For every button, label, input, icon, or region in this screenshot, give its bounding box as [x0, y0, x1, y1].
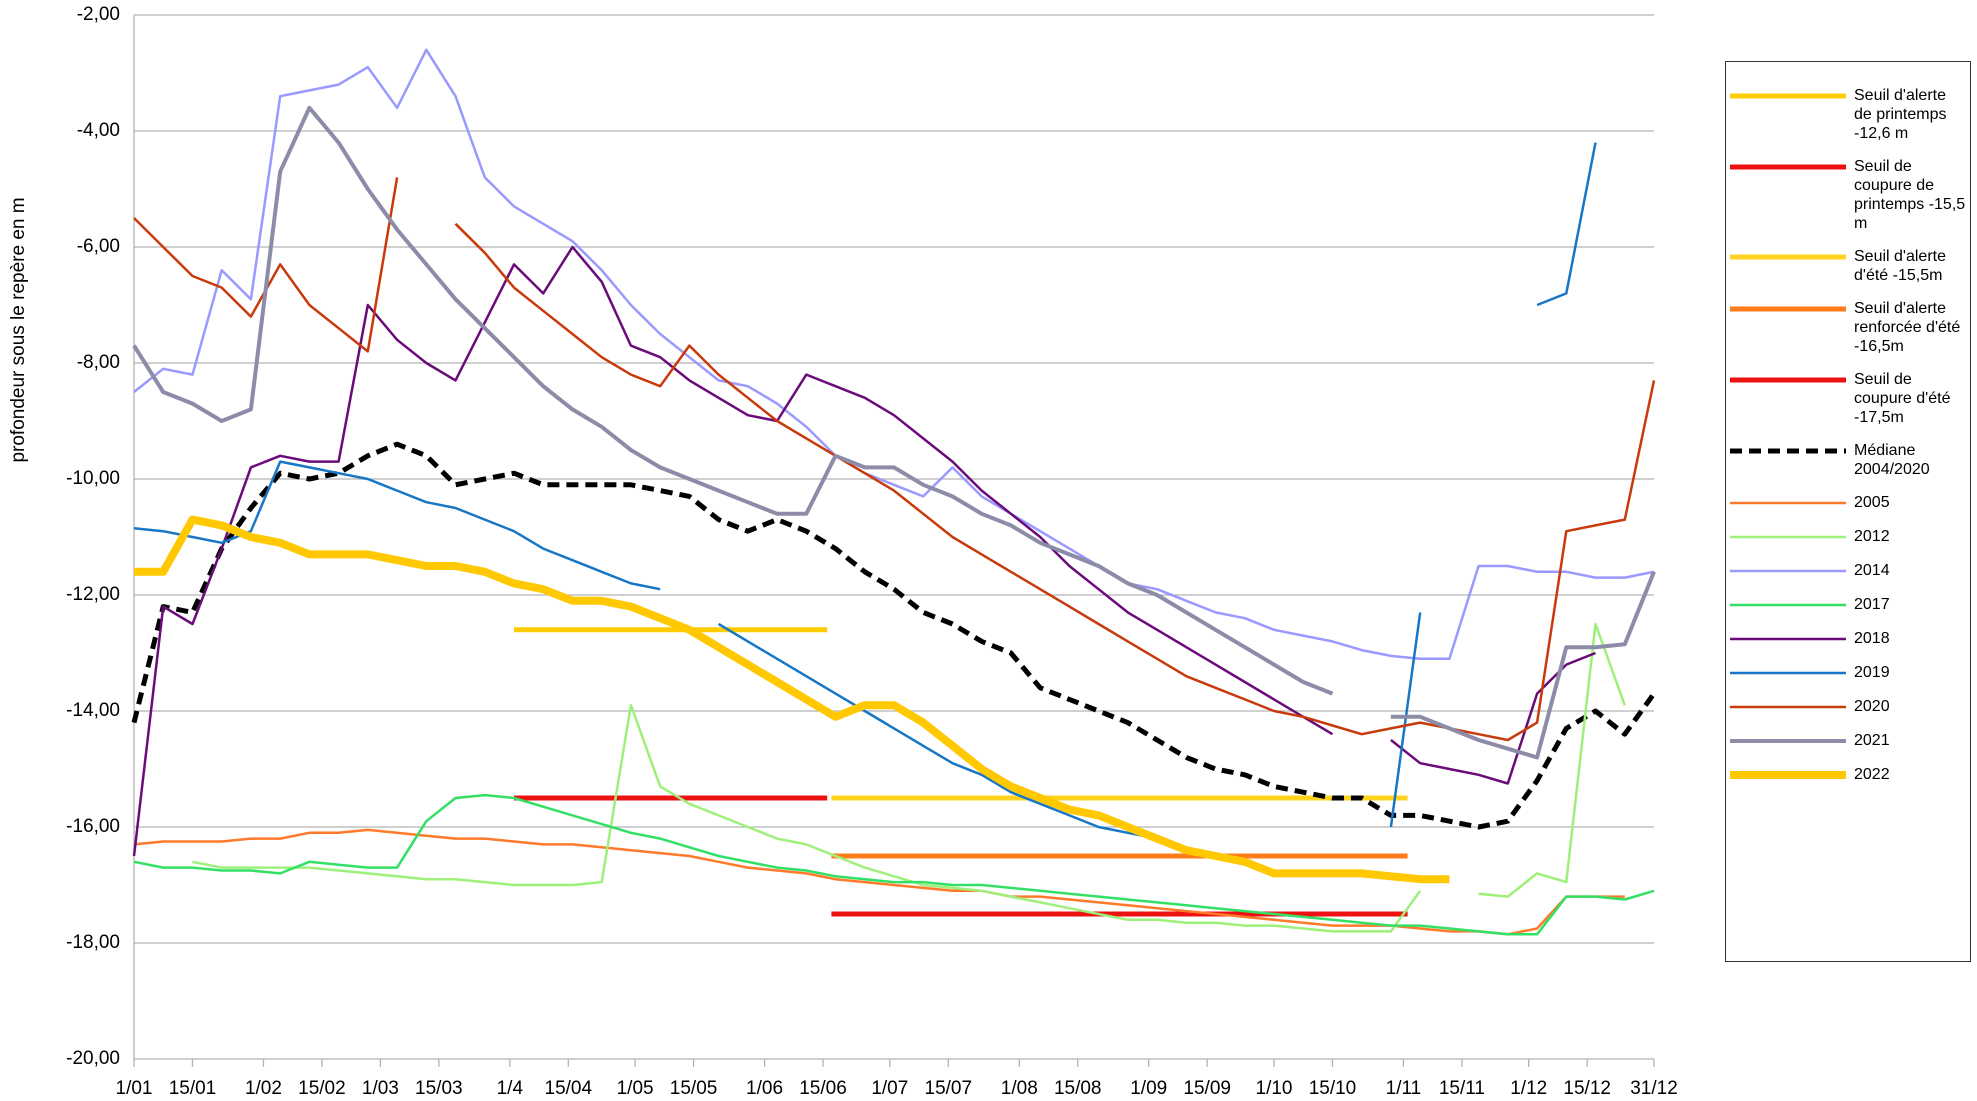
legend-label: Seuil d'alerte de printemps -12,6 m — [1854, 87, 1947, 142]
legend-label: 2022 — [1854, 766, 1890, 783]
y-tick-label: -6,00 — [77, 236, 120, 257]
legend-item: 2017 — [1726, 595, 1970, 615]
x-tick-label: 1/02 — [245, 1078, 282, 1099]
legend-item: 2005 — [1726, 493, 1970, 513]
legend-swatch — [1730, 448, 1846, 454]
series-line — [133, 793, 1655, 936]
legend-swatch — [1730, 637, 1846, 641]
legend-item: 2020 — [1726, 697, 1970, 717]
legend-swatch — [1730, 771, 1846, 779]
x-tick-label: 15/12 — [1563, 1078, 1611, 1099]
y-tick-label: -16,00 — [66, 816, 120, 837]
legend-label: Seuil de coupure d'été -17,5m — [1854, 371, 1951, 426]
legend-item: Seuil d'alerte renforcée d'été -16,5m — [1726, 299, 1970, 356]
legend-item: Seuil d'alerte d'été -15,5m — [1726, 247, 1970, 285]
y-tick-label: -18,00 — [66, 932, 120, 953]
series-line — [133, 828, 1625, 936]
y-tick-label: -8,00 — [77, 352, 120, 373]
legend-swatch — [1730, 603, 1846, 607]
x-tick-label: 1/4 — [497, 1078, 524, 1099]
y-tick-label: -10,00 — [66, 468, 120, 489]
legend-label: 2012 — [1854, 528, 1890, 545]
legend-swatch — [1730, 535, 1846, 539]
legend-item: 2014 — [1726, 561, 1970, 581]
legend-item: 2021 — [1726, 731, 1970, 751]
legend-swatch — [1730, 501, 1846, 505]
legend-label: Seuil de coupure de printemps -15,5 m — [1854, 158, 1966, 232]
x-tick-label: 15/11 — [1439, 1078, 1485, 1099]
legend-swatch — [1730, 671, 1846, 675]
x-tick-label: 15/04 — [545, 1078, 593, 1099]
legend-label: 2021 — [1854, 732, 1890, 749]
legend-swatch — [1730, 306, 1846, 312]
legend-swatch — [1730, 705, 1846, 709]
legend-swatch — [1730, 254, 1846, 260]
x-tick-label: 1/06 — [746, 1078, 783, 1099]
series-line — [192, 622, 1626, 933]
legend-label: Médiane 2004/2020 — [1854, 442, 1930, 478]
x-tick-label: 1/03 — [362, 1078, 399, 1099]
legend-label: 2020 — [1854, 698, 1890, 715]
legend-swatch — [1730, 164, 1846, 170]
x-tick-label: 1/05 — [617, 1078, 654, 1099]
y-tick-label: -4,00 — [77, 120, 120, 141]
x-tick-label: 15/02 — [298, 1078, 346, 1099]
y-tick-label: -2,00 — [77, 4, 120, 25]
x-tick-label: 1/08 — [1001, 1078, 1038, 1099]
legend-item: 2019 — [1726, 663, 1970, 683]
legend-label: 2005 — [1854, 494, 1890, 511]
x-tick-label: 15/03 — [415, 1078, 463, 1099]
legend-item: 2022 — [1726, 765, 1970, 785]
x-tick-label: 1/10 — [1256, 1078, 1293, 1099]
y-tick-label: -12,00 — [66, 584, 120, 605]
legend-item: 2012 — [1726, 527, 1970, 547]
y-tick-label: -14,00 — [66, 700, 120, 721]
series-line — [131, 441, 1657, 830]
y-axis-label: profondeur sous le repère en m — [8, 197, 29, 462]
legend-swatch — [1730, 93, 1846, 99]
x-tick-label: 31/12 — [1630, 1078, 1678, 1099]
x-tick-label: 1/09 — [1130, 1078, 1167, 1099]
legend-swatch — [1730, 739, 1846, 743]
x-tick-label: 15/05 — [670, 1078, 718, 1099]
x-tick-label: 15/10 — [1309, 1078, 1357, 1099]
y-tick-label: -20,00 — [66, 1048, 120, 1069]
series-line — [134, 515, 1450, 884]
legend-label: Seuil d'alerte d'été -15,5m — [1854, 248, 1946, 284]
legend-swatch — [1730, 569, 1846, 573]
x-tick-label: 1/01 — [116, 1078, 153, 1099]
series-line — [132, 105, 1656, 760]
legend-label: Seuil d'alerte renforcée d'été -16,5m — [1854, 300, 1961, 355]
legend-swatch — [1730, 377, 1846, 383]
x-tick-label: 1/11 — [1386, 1078, 1422, 1099]
x-tick-label: 15/09 — [1183, 1078, 1231, 1099]
x-tick-label: 15/07 — [925, 1078, 973, 1099]
legend-item: Médiane 2004/2020 — [1726, 441, 1970, 479]
x-tick-label: 15/08 — [1054, 1078, 1102, 1099]
x-tick-label: 15/06 — [799, 1078, 847, 1099]
series-line — [133, 142, 1597, 858]
x-tick-label: 15/01 — [169, 1078, 217, 1099]
chart: profondeur sous le repère en m -2,00 -4,0… — [8, 4, 1678, 1099]
legend-label: 2019 — [1854, 664, 1890, 681]
legend-label: 2017 — [1854, 596, 1890, 613]
x-tick-label: 1/07 — [871, 1078, 908, 1099]
legend: Seuil d'alerte de printemps -12,6 m Seuil… — [1725, 61, 1971, 962]
series-line — [133, 48, 1655, 661]
legend-item: Seuil de coupure d'été -17,5m — [1726, 370, 1970, 427]
legend-label: 2018 — [1854, 630, 1890, 647]
legend-label: 2014 — [1854, 562, 1890, 579]
legend-item: Seuil de coupure de printemps -15,5 m — [1726, 157, 1970, 233]
x-tick-label: 1/12 — [1510, 1078, 1547, 1099]
legend-item: Seuil d'alerte de printemps -12,6 m — [1726, 86, 1970, 143]
legend-item: 2018 — [1726, 629, 1970, 649]
